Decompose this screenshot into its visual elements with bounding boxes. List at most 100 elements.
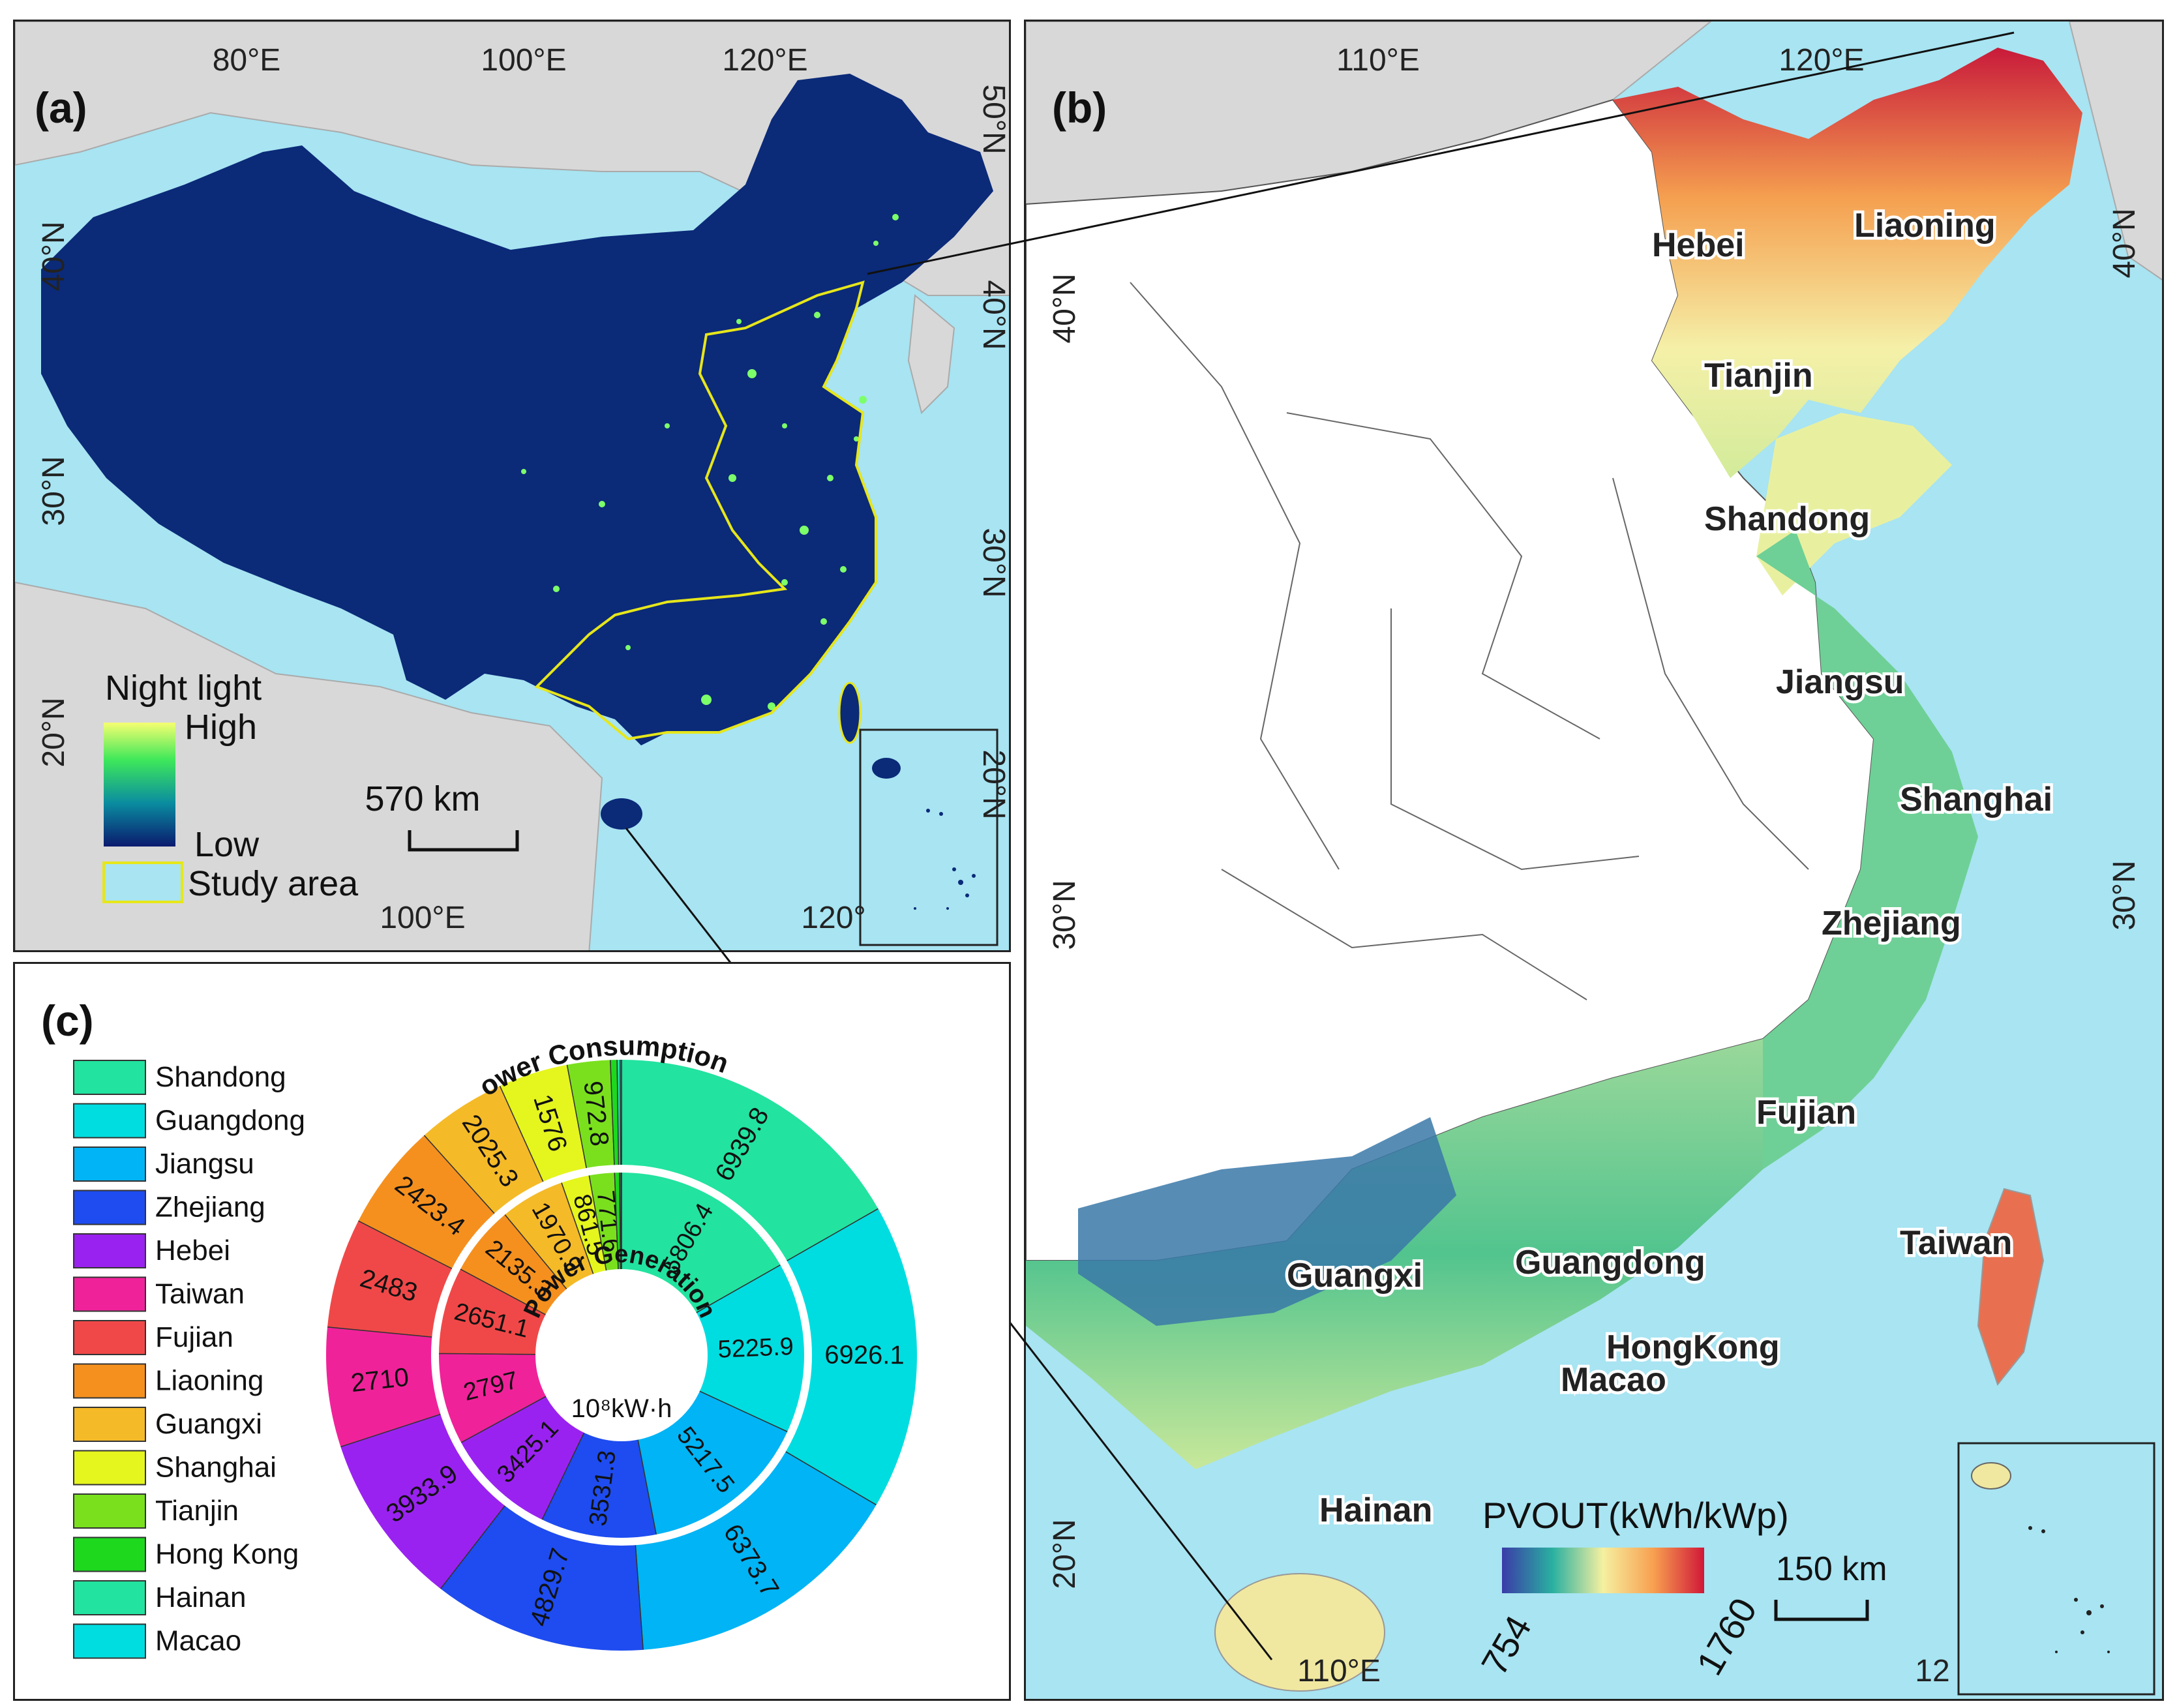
legend-swatch-fujian xyxy=(73,1320,146,1355)
legend-swatch-hong-kong xyxy=(73,1536,146,1572)
lon-label-100e-bottom: 100°E xyxy=(380,901,465,935)
lat-label-40n-left: 40°N xyxy=(37,221,71,291)
neighbour-land-south xyxy=(15,581,603,950)
generation-ring-separator xyxy=(535,1269,708,1441)
legend-study-area-label: Study area xyxy=(188,864,359,903)
legend-swatch-guangxi xyxy=(73,1407,146,1442)
legend-swatch-shandong xyxy=(73,1060,146,1095)
legend-title-night-light: Night light xyxy=(105,668,262,708)
generation-value-label-guangdong: 5225.9 xyxy=(717,1333,794,1364)
lat-label-20n-right: 20°N xyxy=(976,749,1011,819)
inset-hainan-b xyxy=(1971,1462,2011,1490)
legend-pvout-ramp xyxy=(1502,1548,1704,1593)
label-tianjin: Tianjin xyxy=(1704,357,1813,395)
legend-high-label: High xyxy=(185,708,257,747)
lon-label-120-bottom: 120° xyxy=(801,901,865,935)
night-light-map: 80°E 100°E 120°E 40°N 30°N 20°N 50°N 40°… xyxy=(15,22,1011,950)
province-labels: Hebei Liaoning Tianjin Shandong Jiangsu … xyxy=(1284,204,2056,1533)
lon-label-100e: 100°E xyxy=(481,43,566,78)
lat-label-40n-right-b: 40°N xyxy=(2107,208,2142,278)
legend-label-shandong: Shandong xyxy=(155,1061,286,1093)
legend-study-area-swatch xyxy=(102,861,183,903)
lon-label-12-bottom: 12 xyxy=(1915,1654,1949,1688)
lon-label-120e: 120°E xyxy=(722,43,807,78)
power-generation-ring: 5806.45225.95217.53531.33425.127972651.1… xyxy=(436,1170,807,1540)
legend-swatch-liaoning xyxy=(73,1363,146,1399)
consumption-ring-separator xyxy=(431,1165,812,1546)
legend-label-liaoning: Liaoning xyxy=(155,1365,263,1397)
lat-label-30n-right-b: 30°N xyxy=(2107,860,2142,930)
generation-ring-separator xyxy=(436,1170,807,1540)
donut-center xyxy=(538,1272,705,1439)
label-hainan: Hainan xyxy=(1319,1491,1432,1529)
lat-label-40n-right: 40°N xyxy=(976,280,1011,350)
lat-label-20n-left-b: 20°N xyxy=(1047,1519,1082,1589)
legend-swatch-tianjin xyxy=(73,1493,146,1529)
label-macao: Macao xyxy=(1561,1361,1666,1399)
province-borders xyxy=(1130,282,1809,1000)
lat-label-40n-left-b: 40°N xyxy=(1047,273,1082,343)
legend-swatch-shanghai xyxy=(73,1450,146,1486)
legend-label-shanghai: Shanghai xyxy=(155,1452,277,1484)
legend-label-fujian: Fujian xyxy=(155,1321,233,1353)
inset-hainan xyxy=(872,758,901,779)
label-liaoning: Liaoning xyxy=(1854,207,1996,245)
label-guangdong: Guangdong xyxy=(1515,1244,1705,1281)
panel-c-power-chart: (c) Shandong Guangdong Jiangsu Zhejiang Hebe… xyxy=(13,962,1011,1701)
legend-label-hebei: Hebei xyxy=(155,1235,230,1266)
scale-bar-b xyxy=(1774,1600,1869,1621)
label-taiwan: Taiwan xyxy=(1900,1224,2012,1262)
label-zhejiang: Zhejiang xyxy=(1822,905,1961,942)
legend-label-tianjin: Tianjin xyxy=(155,1495,239,1527)
hainan-island xyxy=(601,798,642,830)
legend-label-guangxi: Guangxi xyxy=(155,1408,262,1440)
shandong-peninsula xyxy=(1756,413,1952,595)
lat-label-20n-left: 20°N xyxy=(37,697,71,767)
consumption-slice-macao xyxy=(620,1058,622,1167)
power-donut-chart: (c) Shandong Guangdong Jiangsu Zhejiang Hebe… xyxy=(15,964,920,1659)
lat-label-30n-left: 30°N xyxy=(37,456,71,526)
panel-b-letter: (b) xyxy=(1052,83,1107,132)
legend-pvout-min: 754 xyxy=(1473,1609,1539,1682)
legend-label-hainan: Hainan xyxy=(155,1581,246,1613)
legend-label-hong-kong: Hong Kong xyxy=(155,1538,299,1570)
legend-label-macao: Macao xyxy=(155,1625,241,1657)
power-consumption-ring: 6939.86926.16373.74829.73933.92710248324… xyxy=(323,1057,920,1653)
legend-swatch-macao xyxy=(73,1623,146,1659)
legend-swatch-hainan xyxy=(73,1580,146,1615)
lon-label-120e-top: 120°E xyxy=(1779,43,1864,78)
study-area-outline xyxy=(534,280,877,741)
lon-label-110e-bottom: 110°E xyxy=(1297,1654,1381,1688)
legend-swatch-guangdong xyxy=(73,1103,146,1139)
legend-low-label: Low xyxy=(194,825,260,864)
china-night-light-area xyxy=(41,74,993,745)
pvout-map: Hebei Liaoning Tianjin Shandong Jiangsu … xyxy=(1026,22,2162,1696)
legend-pvout-max: 1760 xyxy=(1689,1591,1765,1682)
consumption-value-label-taiwan: 2710 xyxy=(350,1363,410,1398)
scale-bar-a xyxy=(408,830,519,852)
panel-a-night-light-map: 80°E 100°E 120°E 40°N 30°N 20°N 50°N 40°… xyxy=(13,20,1011,952)
legend-label-zhejiang: Zhejiang xyxy=(155,1191,265,1223)
taiwan-pvout xyxy=(1977,1188,2045,1386)
neighbour-land-north xyxy=(15,22,1009,296)
eastern-coast-pvout xyxy=(1743,530,1978,1169)
legend-swatch-zhejiang xyxy=(73,1190,146,1225)
label-fujian: Fujian xyxy=(1756,1094,1856,1131)
label-shandong: Shandong xyxy=(1704,500,1870,538)
label-hebei: Hebei xyxy=(1652,226,1745,264)
scale-bar-label-b: 150 km xyxy=(1776,1550,1887,1588)
unit-label: 10⁸kW·h xyxy=(571,1394,672,1423)
lat-label-50n-right: 50°N xyxy=(976,84,1011,154)
scale-bar-label-a: 570 km xyxy=(365,779,480,818)
label-jiangsu: Jiangsu xyxy=(1776,663,1904,701)
panel-c-letter: (c) xyxy=(41,996,94,1045)
panel-b-pvout-map: Hebei Liaoning Tianjin Shandong Jiangsu … xyxy=(1024,20,2164,1701)
label-guangxi: Guangxi xyxy=(1287,1257,1422,1295)
chart-legend: Shandong Guangdong Jiangsu Zhejiang Hebei Tai… xyxy=(73,1060,305,1659)
neighbour-land-korea xyxy=(907,294,955,414)
lat-label-30n-left-b: 30°N xyxy=(1047,880,1082,950)
legend-swatch-hebei xyxy=(73,1233,146,1268)
neighbour-land-korea-b xyxy=(2068,22,2162,281)
label-shanghai: Shanghai xyxy=(1900,781,2052,818)
legend-label-guangdong: Guangdong xyxy=(155,1105,305,1137)
